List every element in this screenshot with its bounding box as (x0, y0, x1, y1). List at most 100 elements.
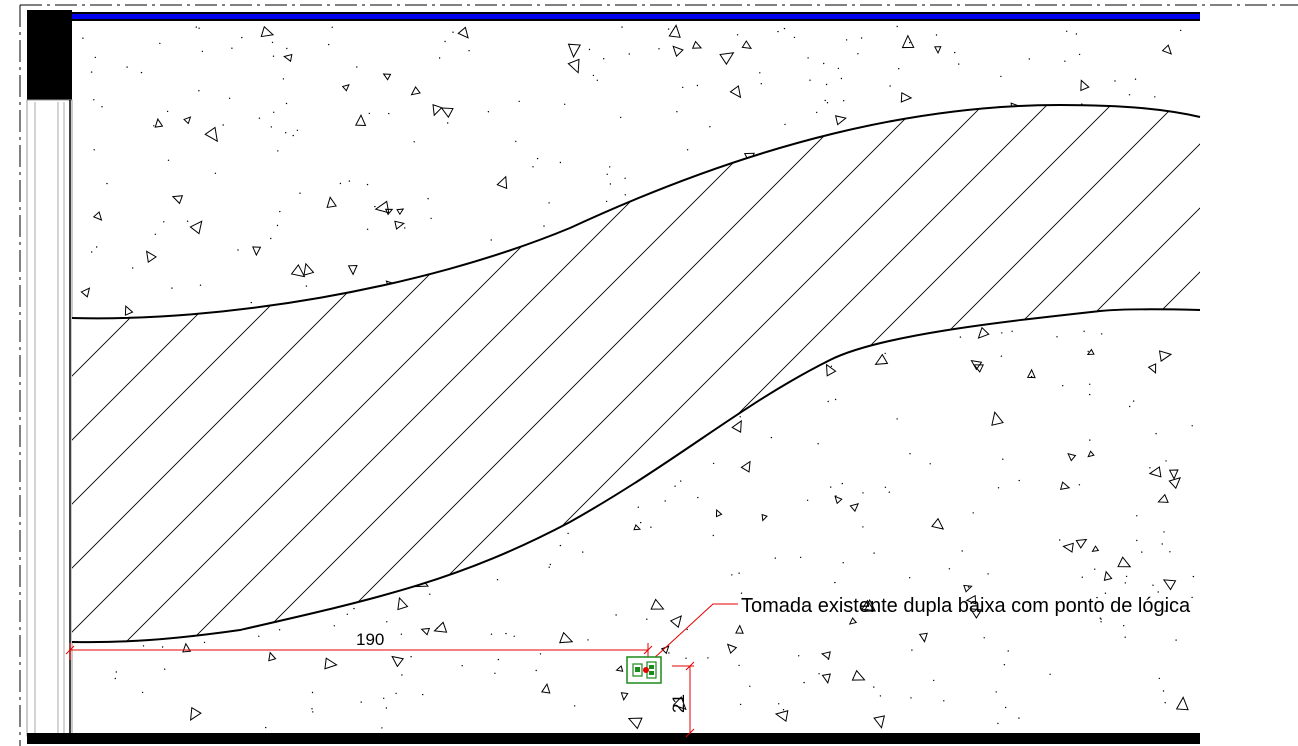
concrete-triangle (1062, 542, 1074, 553)
concrete-speck (339, 182, 342, 185)
concrete-triangle (691, 40, 703, 49)
concrete-speck (827, 400, 829, 403)
concrete-triangle (861, 599, 875, 612)
concrete-speck (685, 657, 687, 659)
concrete-speck (388, 112, 390, 115)
concrete-speck (535, 669, 537, 672)
concrete-speck (311, 691, 314, 694)
concrete-speck (1124, 636, 1126, 638)
concrete-triangle (1080, 79, 1090, 92)
concrete-speck (818, 673, 820, 675)
concrete-speck (609, 166, 611, 168)
concrete-speck (90, 71, 93, 73)
horizontal-dimension-label: 190 (356, 630, 384, 649)
hatch-line (1284, 0, 1298, 700)
concrete-speck (513, 635, 515, 637)
concrete-triangle (726, 643, 738, 655)
top-wall (72, 12, 1200, 21)
concrete-triangle (396, 208, 405, 216)
concrete-triangle (1059, 481, 1071, 490)
concrete-triangle (183, 116, 192, 125)
concrete-speck (536, 157, 539, 160)
concrete-triangle (260, 25, 275, 38)
concrete-speck (163, 221, 165, 223)
concrete-speck (559, 544, 562, 547)
concrete-speck (896, 25, 898, 28)
concrete-triangle (627, 717, 643, 730)
concrete-speck (783, 27, 786, 30)
concrete-speck (709, 126, 711, 128)
concrete-speck (171, 287, 173, 289)
concrete-speck (739, 416, 741, 418)
concrete-speck (305, 285, 308, 287)
concrete-speck (490, 633, 493, 635)
concrete-speck (879, 695, 882, 697)
concrete-triangle (457, 26, 469, 39)
concrete-speck (834, 398, 837, 401)
concrete-triangle (268, 651, 277, 662)
concrete-triangle (410, 86, 421, 96)
concrete-speck (203, 641, 206, 644)
concrete-speck (222, 124, 224, 126)
concrete-speck (943, 700, 945, 702)
concrete-speck (873, 552, 875, 554)
concrete-triangle (1148, 466, 1162, 478)
concrete-triangle (171, 195, 184, 205)
concrete-speck (1002, 458, 1004, 460)
concrete-speck (559, 161, 562, 164)
concrete-speck (140, 71, 143, 74)
concrete-speck (1056, 336, 1058, 338)
concrete-speck (422, 693, 424, 696)
concrete-triangle (963, 584, 973, 593)
concrete-triangle (931, 517, 945, 530)
concrete-speck (615, 614, 617, 616)
concrete-speck (862, 526, 864, 528)
concrete-speck (153, 125, 155, 127)
concrete-speck (646, 618, 648, 620)
concrete-speck (809, 79, 811, 81)
concrete-speck (331, 26, 333, 28)
concrete-speck (834, 581, 836, 584)
concrete-speck (1081, 576, 1084, 578)
double-outlet-with-data-point-icon[interactable] (626, 656, 662, 684)
concrete-triangle (80, 287, 91, 298)
concrete-speck (843, 100, 845, 102)
concrete-speck (296, 129, 299, 131)
concrete-speck (731, 574, 733, 576)
concrete-triangle (669, 615, 682, 629)
concrete-speck (299, 192, 301, 194)
concrete-speck (265, 726, 267, 729)
concrete-speck (738, 664, 740, 667)
concrete-speck (1164, 610, 1166, 612)
concrete-triangle (374, 200, 390, 214)
concrete-speck (400, 633, 403, 635)
concrete-speck (935, 34, 938, 36)
concrete-triangle (729, 85, 742, 99)
concrete-speck (1180, 29, 1182, 32)
concrete-triangle (204, 126, 218, 143)
concrete-speck (582, 551, 584, 553)
concrete-speck (807, 57, 809, 59)
sheet-border (19, 4, 1298, 746)
concrete-triangle (668, 24, 681, 38)
concrete-speck (884, 486, 887, 488)
concrete-speck (1100, 621, 1102, 623)
vertical-dimension-label: 21 (669, 694, 688, 713)
concrete-speck (1028, 58, 1031, 60)
concrete-speck (857, 53, 859, 55)
concrete-speck (603, 58, 605, 60)
concrete-speck (93, 149, 95, 151)
concrete-triangle (918, 632, 928, 643)
concrete-triangle (849, 503, 860, 513)
concrete-speck (444, 40, 446, 43)
concrete-speck (845, 39, 848, 41)
concrete-speck (841, 482, 843, 485)
concrete-triangle (735, 624, 744, 634)
concrete-triangle (1161, 44, 1173, 55)
concrete-speck (1132, 400, 1135, 402)
concrete-speck (1152, 584, 1154, 586)
concrete-triangle (190, 706, 202, 721)
concrete-speck (664, 500, 666, 502)
concrete-triangle (672, 696, 687, 711)
concrete-triangle (1162, 579, 1177, 591)
